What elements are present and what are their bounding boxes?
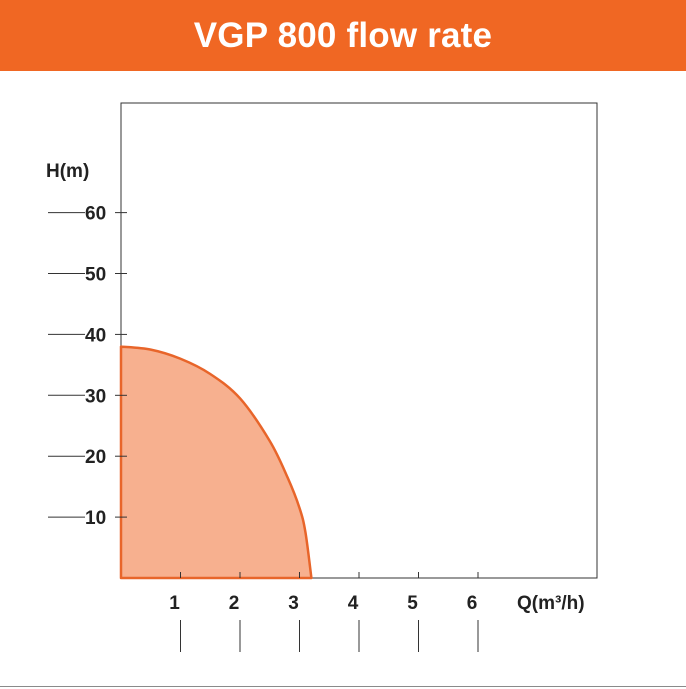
x-tick-label-3: 3 <box>288 593 299 614</box>
bottom-divider <box>0 686 686 687</box>
y-axis-label: H(m) <box>46 161 89 182</box>
x-axis-label: Q(m³/h) <box>517 593 585 614</box>
y-tick-label-60: 60 <box>85 204 106 225</box>
title-banner: VGP 800 flow rate <box>0 0 686 71</box>
x-tick-label-2: 2 <box>229 593 240 614</box>
y-tick-label-50: 50 <box>85 265 106 286</box>
y-tick-label-10: 10 <box>85 508 106 529</box>
x-tick-label-5: 5 <box>407 593 418 614</box>
y-tick-label-30: 30 <box>85 386 106 407</box>
chart-title: VGP 800 flow rate <box>193 15 493 55</box>
y-tick-label-40: 40 <box>85 325 106 346</box>
x-tick-label-1: 1 <box>169 593 180 614</box>
x-tick-label-6: 6 <box>467 593 478 614</box>
y-tick-label-20: 20 <box>85 447 106 468</box>
flow-curve-area <box>119 345 313 580</box>
x-tick-label-4: 4 <box>348 593 359 614</box>
